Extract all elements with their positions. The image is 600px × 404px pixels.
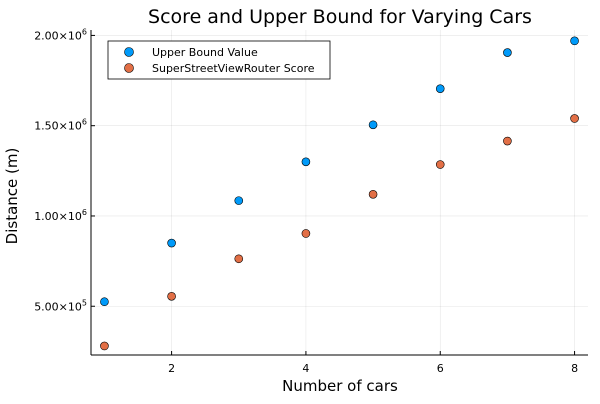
legend-box: [107, 40, 331, 80]
data-point-series-2: [503, 136, 512, 146]
legend-label: Upper Bound Value: [152, 46, 258, 59]
y-tick-label: 2.00×106: [34, 27, 87, 42]
x-tick-label: 6: [437, 362, 444, 375]
data-point-series-1: [503, 48, 512, 57]
data-points: [100, 36, 579, 351]
legend-marker: [124, 47, 134, 57]
x-tick-label: 8: [571, 362, 578, 375]
legend: Upper Bound Value SuperStreetViewRouter S…: [107, 40, 331, 80]
x-tick-label: 4: [302, 362, 309, 375]
chart-title: Score and Upper Bound for Varying Cars: [148, 6, 532, 28]
y-axis-label: Distance (m): [3, 148, 21, 245]
data-point-series-1: [435, 84, 445, 93]
data-point-series-2: [301, 229, 311, 238]
data-point-series-2: [570, 114, 579, 123]
data-point-series-1: [301, 157, 311, 167]
y-tick-label: 1.50×106: [34, 118, 87, 133]
y-tick-label: 5.00×105: [34, 298, 87, 313]
data-point-series-1: [368, 120, 378, 130]
x-axis-label: Number of cars: [282, 377, 398, 395]
data-point-series-2: [100, 341, 109, 351]
legend-marker: [124, 63, 134, 73]
data-point-series-2: [368, 190, 378, 199]
data-point-series-2: [435, 160, 445, 169]
x-tick-label: 2: [168, 362, 175, 375]
data-point-series-2: [234, 254, 244, 264]
y-tick-label: 1.00×106: [34, 208, 87, 223]
legend-label: SuperStreetViewRouter Score: [152, 62, 315, 75]
data-point-series-2: [167, 292, 176, 301]
grid: [91, 30, 588, 355]
data-point-series-1: [234, 196, 244, 205]
axes: [90, 30, 588, 356]
data-point-series-1: [167, 238, 176, 248]
data-point-series-1: [100, 297, 109, 307]
data-point-series-1: [570, 36, 579, 46]
tick-labels: 2 4 6 8 5.00×105 1.00×106 1.50×106 2.00×106: [34, 27, 578, 375]
